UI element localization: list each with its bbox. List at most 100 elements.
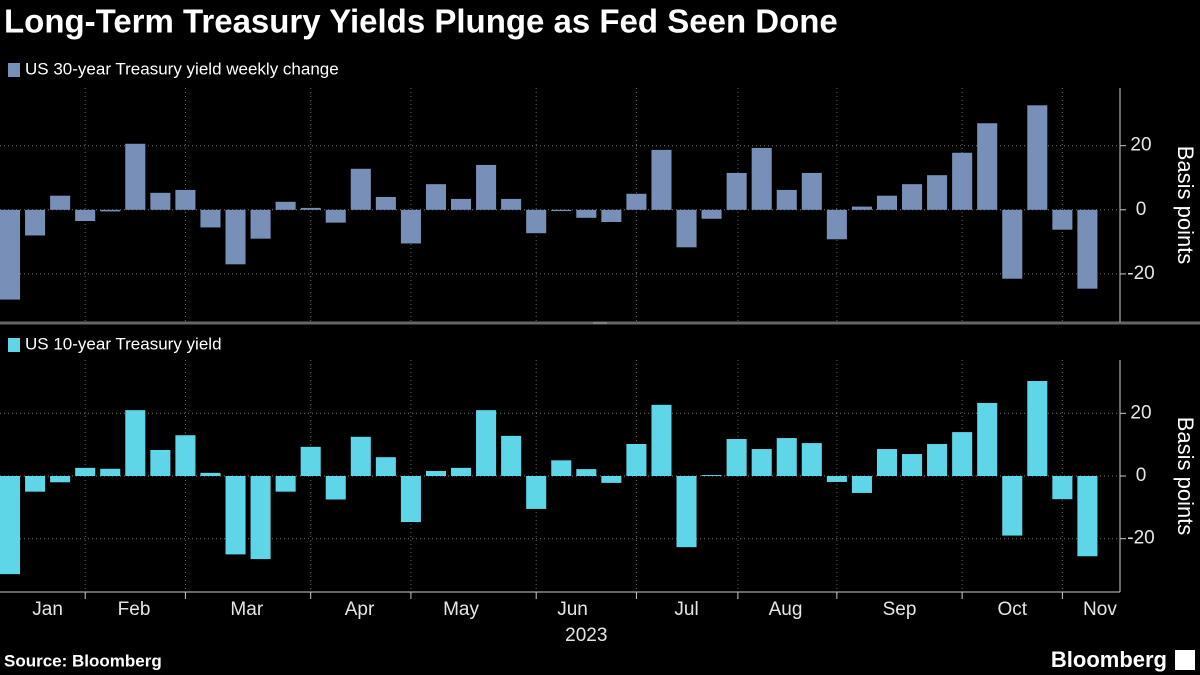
bar (425, 470, 446, 476)
bar (400, 476, 421, 523)
source: Source: Bloomberg (4, 651, 162, 670)
legend-swatch (8, 338, 20, 352)
legend-label: US 10-year Treasury yield (25, 334, 222, 353)
bar (551, 209, 572, 212)
x-tick-label: Jul (674, 599, 698, 620)
bar (100, 468, 121, 476)
bar (1077, 209, 1098, 289)
bar (776, 189, 797, 210)
bar (801, 443, 822, 476)
bar (576, 209, 597, 218)
bar (250, 476, 271, 560)
bar (601, 209, 622, 222)
bar (952, 152, 973, 210)
y-tick-label: 20 (1130, 135, 1151, 156)
bar (626, 444, 647, 476)
bar (50, 476, 71, 483)
bar (225, 209, 246, 265)
bar (726, 172, 747, 210)
bar (275, 476, 296, 492)
bar (125, 143, 146, 210)
bar (175, 189, 196, 210)
bar (325, 476, 346, 500)
bar (826, 209, 847, 240)
x-tick-label: Oct (997, 599, 1027, 620)
bar (350, 168, 371, 210)
bar (375, 196, 396, 210)
bar (977, 402, 998, 476)
bar (751, 147, 772, 210)
bar (1002, 209, 1023, 279)
bar (125, 410, 146, 476)
bar (1027, 105, 1048, 210)
bar (476, 164, 497, 210)
bar (75, 209, 96, 222)
bar (576, 469, 597, 476)
bar (927, 444, 948, 476)
bar (451, 467, 472, 476)
bar (1002, 476, 1023, 536)
x-tick-label: Sep (883, 599, 917, 620)
bar (250, 209, 271, 239)
bar (100, 209, 121, 212)
bar (350, 436, 371, 476)
bar (325, 209, 346, 223)
bar (200, 209, 221, 228)
chart-title: Long-Term Treasury Yields Plunge as Fed … (4, 3, 838, 40)
bar (25, 209, 46, 236)
bar (400, 209, 421, 244)
legend-label: US 30-year Treasury yield weekly change (25, 59, 339, 78)
bar (651, 404, 672, 476)
bar (0, 209, 21, 300)
y-tick-label: 0 (1136, 199, 1147, 220)
bar (626, 193, 647, 210)
bar (225, 476, 246, 555)
bar (375, 457, 396, 476)
bar (776, 438, 797, 476)
bar (50, 195, 71, 210)
y-tick-label: 20 (1130, 402, 1151, 423)
bar (1052, 209, 1073, 230)
bar (826, 476, 847, 482)
bar (0, 476, 21, 575)
bar (526, 476, 547, 509)
bar (701, 209, 722, 219)
bar (851, 476, 872, 493)
bar (601, 476, 622, 483)
bar (1077, 476, 1098, 557)
x-tick-label: Jun (557, 599, 588, 620)
bar (1027, 381, 1048, 476)
bar (952, 432, 973, 476)
bar (1052, 476, 1073, 500)
x-tick-label: Aug (769, 599, 803, 620)
bar (751, 449, 772, 476)
bar (902, 184, 923, 210)
bar (501, 198, 522, 210)
bar (175, 435, 196, 476)
bar (275, 201, 296, 210)
bar (75, 467, 96, 476)
bar (300, 207, 321, 210)
bar (726, 439, 747, 476)
bar (150, 449, 171, 476)
legend-swatch (8, 63, 20, 77)
y-axis-label: Basis points (1173, 417, 1198, 536)
x-axis-label: 2023 (565, 625, 607, 646)
bar (425, 184, 446, 210)
bar (150, 192, 171, 210)
y-axis-label: Basis points (1173, 146, 1198, 265)
bar (551, 460, 572, 476)
bar (876, 449, 898, 476)
x-tick-label: Jan (32, 599, 63, 620)
brand-icon (1175, 650, 1195, 670)
bar (651, 149, 672, 210)
bar (801, 172, 822, 210)
bar (876, 195, 898, 210)
bar (851, 206, 872, 210)
bar (526, 209, 547, 234)
x-tick-label: Apr (345, 599, 375, 620)
x-tick-label: May (443, 599, 479, 620)
bar (501, 435, 522, 476)
